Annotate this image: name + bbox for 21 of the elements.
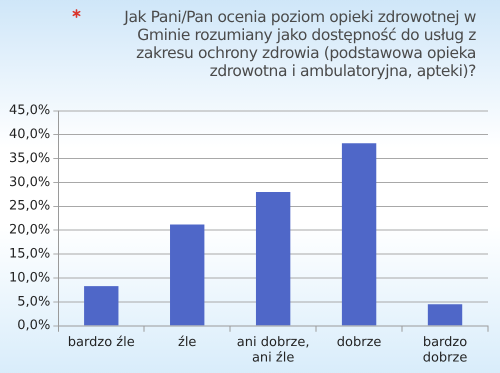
y-tick-label: 40,0%	[8, 127, 50, 142]
x-tick-label: źle	[178, 334, 196, 350]
y-tick-label: 30,0%	[8, 174, 50, 190]
y-tick-label: 10,0%	[8, 270, 50, 286]
x-tick-label: ani dobrze, ani źle	[236, 334, 310, 366]
y-tick-label: 15,0%	[8, 246, 50, 262]
y-tick-label: 25,0%	[8, 198, 50, 214]
bar	[428, 304, 462, 326]
y-tick-label: 0,0%	[17, 318, 50, 334]
bar	[256, 192, 290, 326]
bar	[84, 286, 118, 326]
x-tick-label: bardzo źle	[68, 334, 135, 350]
bar	[342, 143, 376, 326]
chart-title: Jak Pani/Pan ocenia poziom opieki zdrowotnej w Gminie rozumiany jako dostępność do usług z zakresu ochrony zdrowia (podstawowa opieka zdrowotna i ambulatoryjna, apteki)?	[122, 8, 476, 80]
bar	[170, 224, 204, 326]
y-tick-label: 45,0%	[8, 103, 50, 118]
y-tick-label: 20,0%	[8, 222, 50, 238]
x-tick-label: dobrze	[336, 334, 382, 350]
x-tick-label: bardzo dobrze	[422, 334, 468, 366]
y-tick-label: 35,0%	[8, 150, 50, 166]
y-tick-label: 5,0%	[17, 294, 50, 310]
